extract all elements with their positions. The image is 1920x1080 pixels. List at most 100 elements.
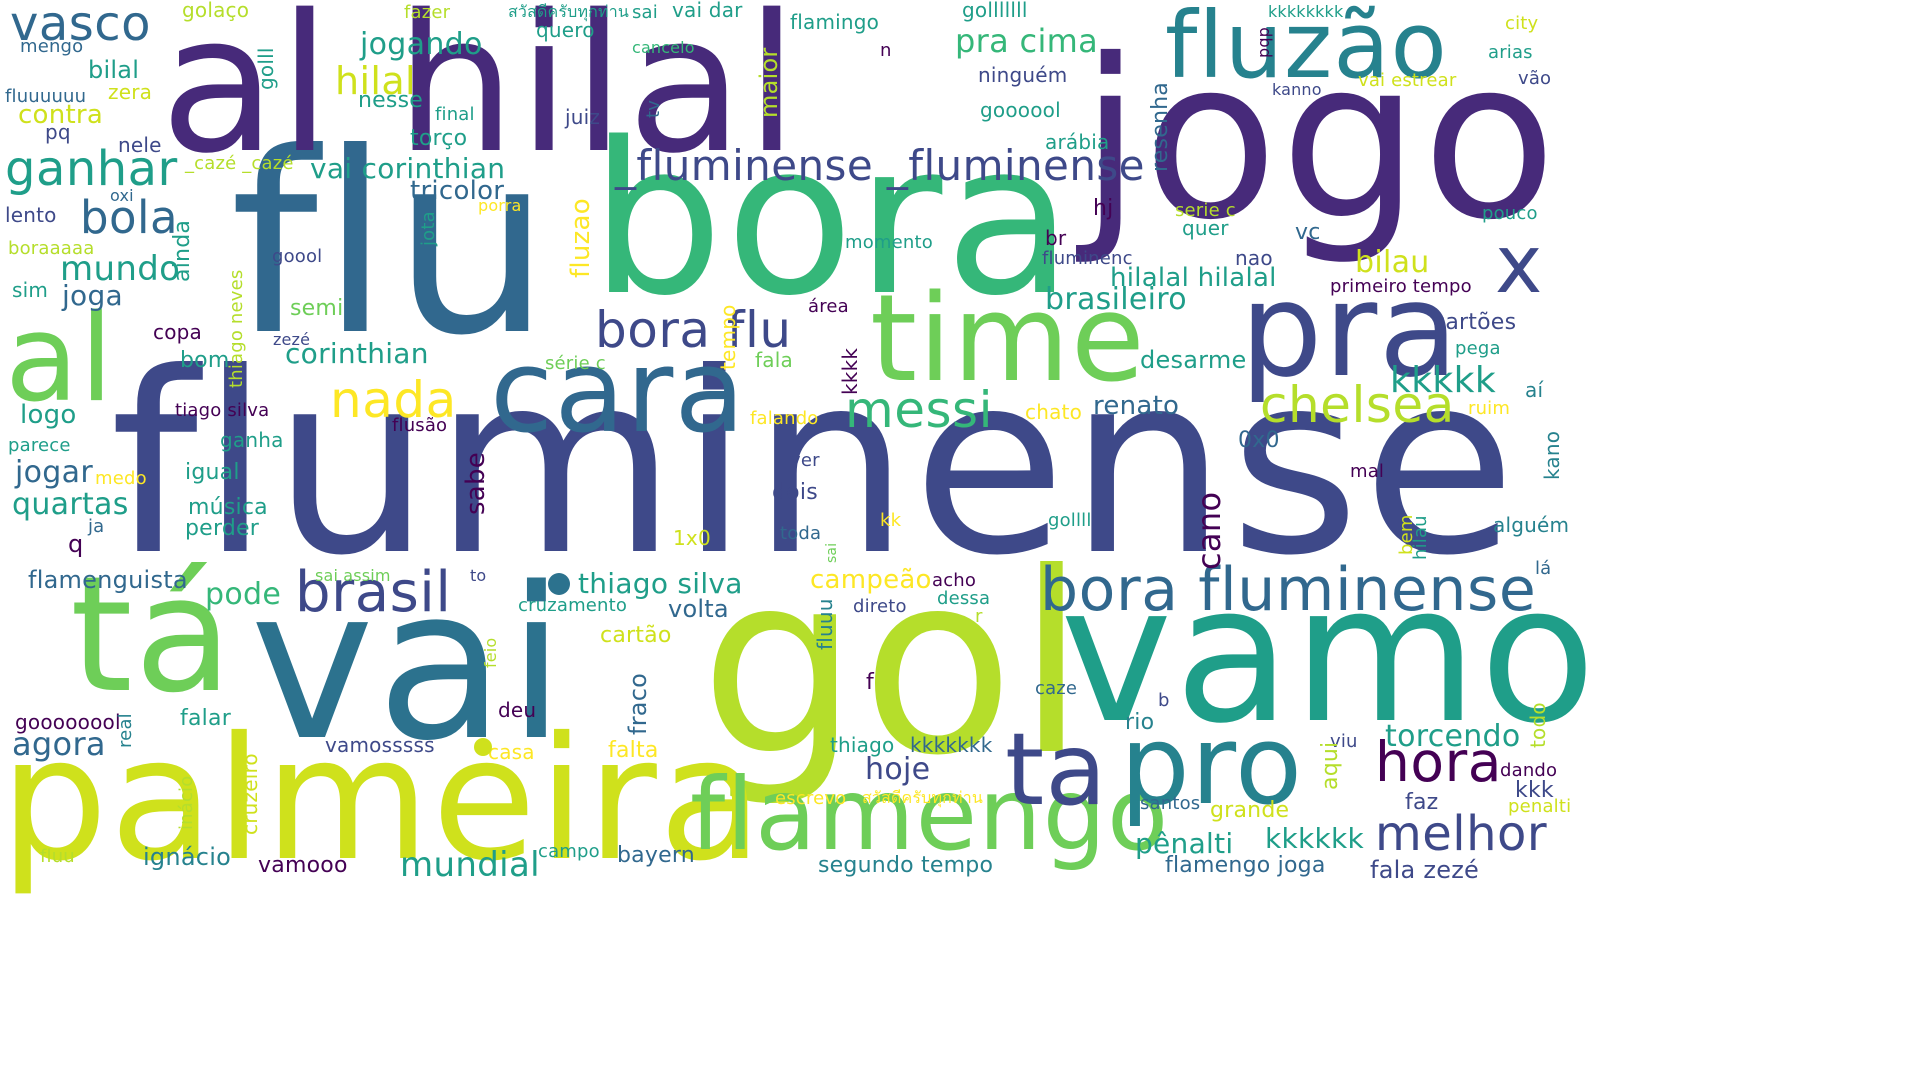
- word-zera: zera: [108, 80, 153, 104]
- word-bayern: bayern: [617, 843, 695, 868]
- word-resenha: resenha: [1148, 81, 1173, 172]
- word-deu: deu: [498, 698, 537, 722]
- word-mengo: mengo: [20, 36, 84, 57]
- word-ainda: ainda: [170, 219, 195, 282]
- word-juiz: juiz: [565, 105, 601, 129]
- word-real: real: [115, 713, 136, 748]
- word-rio: rio: [1125, 710, 1155, 735]
- word-cruzamento: cruzamento: [518, 595, 628, 616]
- word-brasil: brasil: [295, 560, 452, 625]
- word-nao: nao: [1235, 246, 1273, 270]
- word-casa: casa: [488, 740, 535, 764]
- word-pqp: pqp: [1254, 27, 1273, 58]
- word-inacio: inácio: [176, 775, 197, 830]
- word-aqui: aqui: [1318, 741, 1343, 790]
- word-messi: messi: [845, 381, 993, 439]
- word-fluminenc: fluminenc: [1042, 248, 1133, 269]
- word-flamengo-joga: flamengo joga: [1165, 853, 1326, 878]
- word-brasileiro: brasileiro: [1045, 282, 1187, 317]
- word-kkkk: kkkk: [838, 347, 862, 395]
- word-pode: pode: [205, 577, 282, 612]
- word-ninguem: ninguém: [978, 63, 1068, 87]
- word-kano: kano: [1540, 430, 1564, 480]
- word-momento: momento: [845, 232, 933, 253]
- dot-mark: [474, 738, 492, 756]
- word-feio: feio: [481, 637, 500, 668]
- word-arabia: arábia: [1045, 130, 1110, 154]
- word-thai1: สวัสดีครับทุกท่าน: [508, 2, 629, 21]
- word-bem: bem: [1396, 514, 1417, 555]
- word-kkkkkkkk: kkkkkkkk: [1268, 2, 1344, 21]
- word-ai: aí: [1525, 378, 1544, 402]
- word-renato: renato: [1093, 391, 1180, 421]
- word-bora-flu: bora flu: [595, 301, 792, 359]
- word-ja: ja: [88, 516, 105, 537]
- word-flamenguista: flamenguista: [28, 566, 188, 594]
- word-kanno: kanno: [1272, 80, 1322, 99]
- word-vasco: vasco: [10, 0, 151, 52]
- word-caze: _cazé _cazé: [185, 153, 294, 174]
- word-golll: golll: [254, 47, 278, 90]
- word-r: r: [975, 606, 983, 627]
- word-jota: jota: [418, 211, 439, 246]
- word-serie-c: série c: [545, 353, 606, 374]
- word-desarme: desarme: [1140, 346, 1247, 374]
- word-fluminense-fluminense: _fluminense _fluminense: [615, 141, 1145, 190]
- word-area: área: [808, 296, 849, 317]
- word-tv: tv: [643, 99, 664, 118]
- word-jogando: jogando: [360, 27, 483, 62]
- word-ignacio: ignácio: [143, 843, 232, 871]
- word-thiago-neves: thiago neves: [226, 269, 247, 388]
- word-serie-c2: serie c: [1175, 200, 1236, 221]
- word-q: q: [68, 530, 84, 558]
- word-perder: perder: [185, 516, 260, 541]
- word-mal: mal: [1350, 461, 1385, 482]
- word-sabe: sabe: [461, 451, 491, 515]
- word-cartoes: cartões: [1433, 310, 1517, 335]
- word-sai: sai: [632, 2, 658, 23]
- word-ganha: ganha: [220, 428, 284, 452]
- word-hora: hora: [1375, 730, 1503, 794]
- word-quartas: quartas: [12, 487, 129, 522]
- word-pra-cima: pra cima: [955, 22, 1099, 60]
- word-thiago-silva: thiago silva: [578, 567, 743, 600]
- word-direto: direto: [853, 596, 907, 617]
- word-ruim: ruim: [1468, 398, 1511, 419]
- word-bola: bola: [80, 191, 178, 244]
- word-melhor: melhor: [1375, 806, 1548, 862]
- word-thai2: สวัสดีครับทุกท่าน: [862, 788, 983, 807]
- word-pro: pro: [1120, 701, 1304, 829]
- word-bom: bom: [180, 348, 230, 373]
- word-city: city: [1505, 13, 1539, 34]
- word-fluzao: fluzão: [1165, 0, 1448, 99]
- word-agora: agora: [12, 725, 106, 763]
- word-pouco: pouco: [1482, 203, 1538, 224]
- word-lento: lento: [5, 203, 57, 227]
- word-thiago: thiago: [830, 733, 895, 757]
- word-falando: falando: [750, 408, 819, 429]
- word-caze2: caze: [1035, 678, 1078, 699]
- word-b: b: [1158, 690, 1170, 711]
- word-zeze: zezé: [273, 330, 311, 349]
- word-fazer: fazer: [404, 2, 451, 23]
- word-kkkkkkk: kkkkkkk: [910, 733, 993, 757]
- word-vao: vão: [1518, 68, 1552, 89]
- word-fala-zeze: fala zezé: [1370, 856, 1480, 884]
- word-hilalal: hilalal hilalal: [1110, 263, 1277, 293]
- word-n: n: [880, 40, 892, 61]
- word-acho: acho: [932, 570, 977, 591]
- word-cano: cano: [1190, 491, 1228, 570]
- word-vamooo: vamooo: [258, 853, 348, 878]
- word-viu: viu: [1330, 731, 1358, 752]
- word-hoje: hoje: [865, 752, 931, 787]
- word-parece: parece: [8, 435, 71, 456]
- word-quero: quero: [536, 18, 595, 42]
- word-kkkkkk: kkkkkk: [1265, 822, 1364, 855]
- word-igual: igual: [185, 460, 240, 485]
- word-dando: dando: [1500, 760, 1558, 781]
- word-time: time: [870, 270, 1146, 409]
- word-vai-estrear: vai estrear: [1358, 70, 1457, 91]
- word-ganhar: ganhar: [5, 141, 178, 197]
- word-gol: gol: [700, 519, 1089, 810]
- word-cara: cara: [490, 325, 747, 459]
